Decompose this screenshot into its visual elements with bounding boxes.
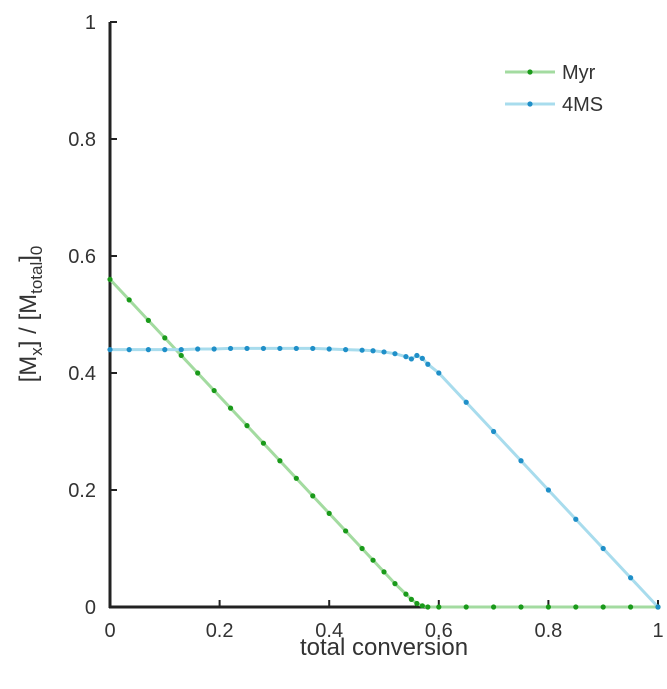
data-point bbox=[414, 352, 420, 359]
data-point bbox=[126, 297, 132, 303]
series-line bbox=[110, 346, 660, 609]
data-point bbox=[370, 557, 376, 563]
y-label-part: total bbox=[27, 262, 46, 294]
data-point bbox=[326, 346, 332, 352]
data-point bbox=[545, 487, 552, 493]
data-point bbox=[244, 345, 250, 352]
y-axis-label: [Mx] / [Mtotal]0 bbox=[15, 246, 46, 383]
data-point bbox=[178, 347, 184, 353]
data-point bbox=[359, 545, 365, 552]
y-tick-label: 1 bbox=[85, 12, 96, 34]
y-label-part: ] bbox=[15, 255, 42, 262]
data-point bbox=[491, 604, 497, 610]
data-point bbox=[343, 347, 349, 353]
data-point bbox=[408, 356, 414, 362]
data-point bbox=[408, 596, 414, 602]
data-point bbox=[545, 604, 552, 610]
data-point bbox=[381, 569, 387, 575]
y-tick-label: 0 bbox=[85, 597, 96, 619]
series-line bbox=[108, 278, 658, 609]
data-point bbox=[436, 370, 442, 376]
data-point bbox=[392, 351, 398, 357]
y-label-part: x bbox=[27, 347, 46, 356]
y-tick-label: 0.2 bbox=[68, 480, 96, 502]
data-point bbox=[195, 346, 201, 352]
data-point bbox=[211, 387, 217, 394]
data-point bbox=[260, 440, 267, 446]
y-label-part: ] / [M bbox=[15, 294, 42, 347]
data-point bbox=[326, 510, 332, 516]
data-point bbox=[463, 399, 469, 405]
data-point bbox=[381, 349, 387, 355]
x-tick-label: 0 bbox=[104, 620, 115, 642]
data-point bbox=[126, 347, 132, 353]
data-point bbox=[419, 603, 425, 609]
data-point bbox=[370, 348, 376, 354]
data-point bbox=[573, 604, 579, 610]
data-point bbox=[107, 276, 113, 282]
data-point bbox=[414, 600, 420, 607]
data-point bbox=[277, 458, 283, 464]
data-point bbox=[162, 347, 168, 353]
data-point bbox=[162, 335, 168, 341]
data-point bbox=[628, 575, 634, 581]
data-point bbox=[463, 604, 469, 610]
data-point bbox=[419, 355, 425, 361]
data-point bbox=[145, 347, 151, 353]
x-tick-label: 0.4 bbox=[315, 620, 343, 642]
data-point bbox=[403, 591, 409, 597]
x-tick-label: 0.6 bbox=[425, 620, 453, 642]
data-point bbox=[600, 604, 606, 610]
x-tick-label: 0.8 bbox=[534, 620, 562, 642]
data-point bbox=[600, 545, 606, 552]
legend-marker bbox=[527, 69, 533, 75]
legend-marker bbox=[527, 101, 533, 107]
data-point bbox=[310, 493, 316, 499]
data-point bbox=[491, 428, 497, 435]
data-point bbox=[518, 604, 524, 610]
data-point bbox=[655, 604, 661, 610]
data-point bbox=[227, 345, 234, 352]
data-point bbox=[436, 604, 442, 610]
data-point bbox=[518, 458, 524, 464]
data-point bbox=[145, 317, 151, 323]
data-point bbox=[211, 346, 217, 352]
data-point bbox=[310, 345, 316, 352]
y-label-part: [M bbox=[15, 356, 42, 383]
x-axis-label: total conversion bbox=[300, 634, 468, 661]
data-point bbox=[343, 528, 349, 534]
data-point bbox=[425, 361, 431, 367]
data-point bbox=[195, 370, 201, 376]
data-point bbox=[359, 347, 365, 353]
y-label-part: 0 bbox=[27, 246, 46, 255]
data-point bbox=[293, 345, 299, 352]
data-point bbox=[403, 354, 409, 360]
y-tick-label: 0.6 bbox=[68, 246, 96, 268]
data-point bbox=[178, 352, 184, 359]
legend-label: 4MS bbox=[562, 94, 603, 116]
data-point bbox=[107, 347, 113, 353]
data-point bbox=[244, 423, 250, 429]
data-point bbox=[573, 516, 579, 522]
y-tick-label: 0.4 bbox=[68, 363, 96, 385]
x-tick-label: 0.2 bbox=[206, 620, 234, 642]
data-point bbox=[277, 345, 283, 352]
data-point bbox=[425, 604, 431, 610]
data-point bbox=[628, 604, 634, 610]
data-point bbox=[227, 405, 234, 411]
data-point bbox=[392, 581, 398, 587]
legend-label: Myr bbox=[562, 62, 596, 84]
x-tick-label: 1 bbox=[652, 620, 663, 642]
data-point bbox=[293, 475, 299, 481]
y-tick-label: 0.8 bbox=[68, 129, 96, 151]
data-point bbox=[260, 345, 267, 352]
